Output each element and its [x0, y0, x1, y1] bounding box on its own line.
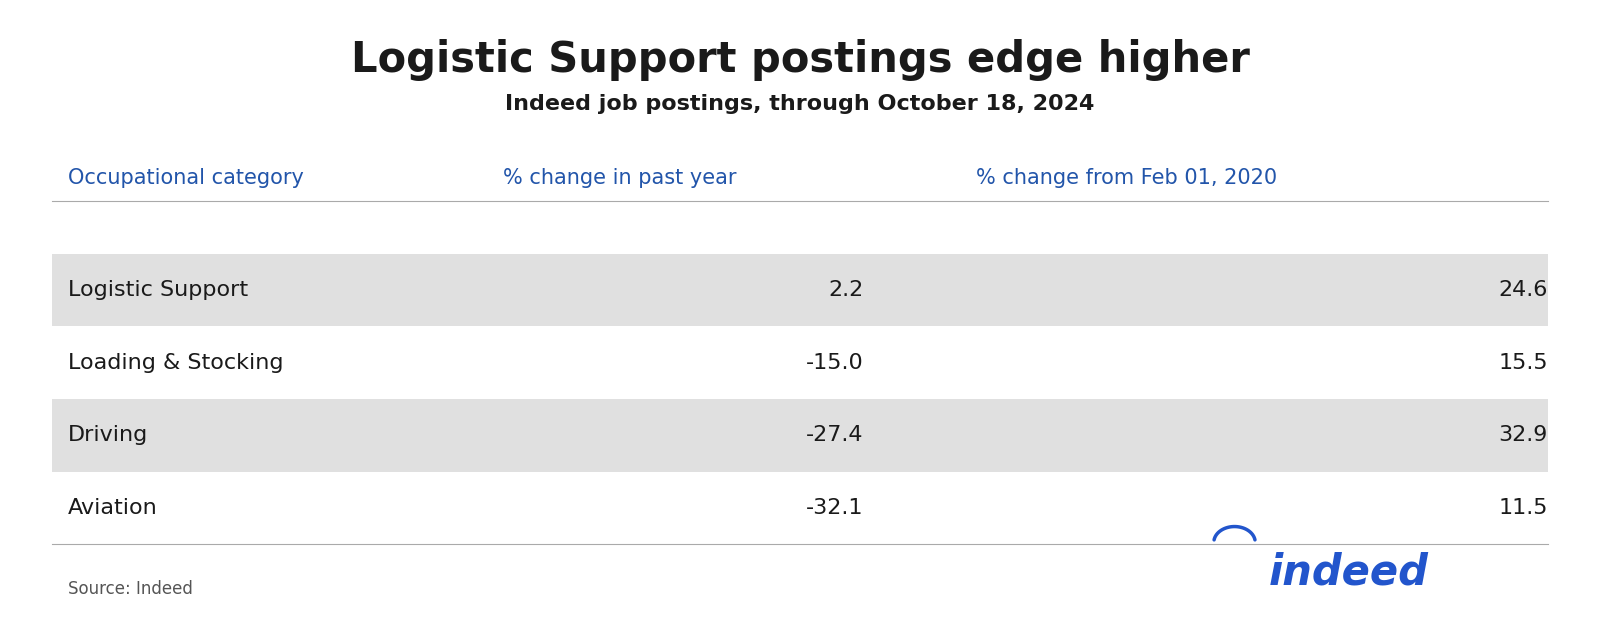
Text: -15.0: -15.0	[806, 353, 864, 372]
Text: indeed: indeed	[1269, 552, 1429, 594]
Text: Occupational category: Occupational category	[67, 168, 304, 188]
Text: 32.9: 32.9	[1499, 425, 1549, 445]
Text: % change from Feb 01, 2020: % change from Feb 01, 2020	[976, 168, 1277, 188]
Text: Loading & Stocking: Loading & Stocking	[67, 353, 283, 372]
Text: 15.5: 15.5	[1499, 353, 1549, 372]
Text: Logistic Support postings edge higher: Logistic Support postings edge higher	[350, 39, 1250, 81]
Text: Logistic Support: Logistic Support	[67, 280, 248, 300]
Text: % change in past year: % change in past year	[502, 168, 736, 188]
Text: -32.1: -32.1	[806, 498, 864, 518]
Text: 11.5: 11.5	[1499, 498, 1549, 518]
Text: -27.4: -27.4	[806, 425, 864, 445]
Text: Source: Indeed: Source: Indeed	[67, 580, 192, 598]
Bar	[51, 253, 1549, 326]
Text: Indeed job postings, through October 18, 2024: Indeed job postings, through October 18,…	[506, 94, 1094, 114]
Text: Aviation: Aviation	[67, 498, 157, 518]
Text: 2.2: 2.2	[829, 280, 864, 300]
Text: 24.6: 24.6	[1499, 280, 1549, 300]
Text: Driving: Driving	[67, 425, 149, 445]
Bar	[51, 399, 1549, 472]
